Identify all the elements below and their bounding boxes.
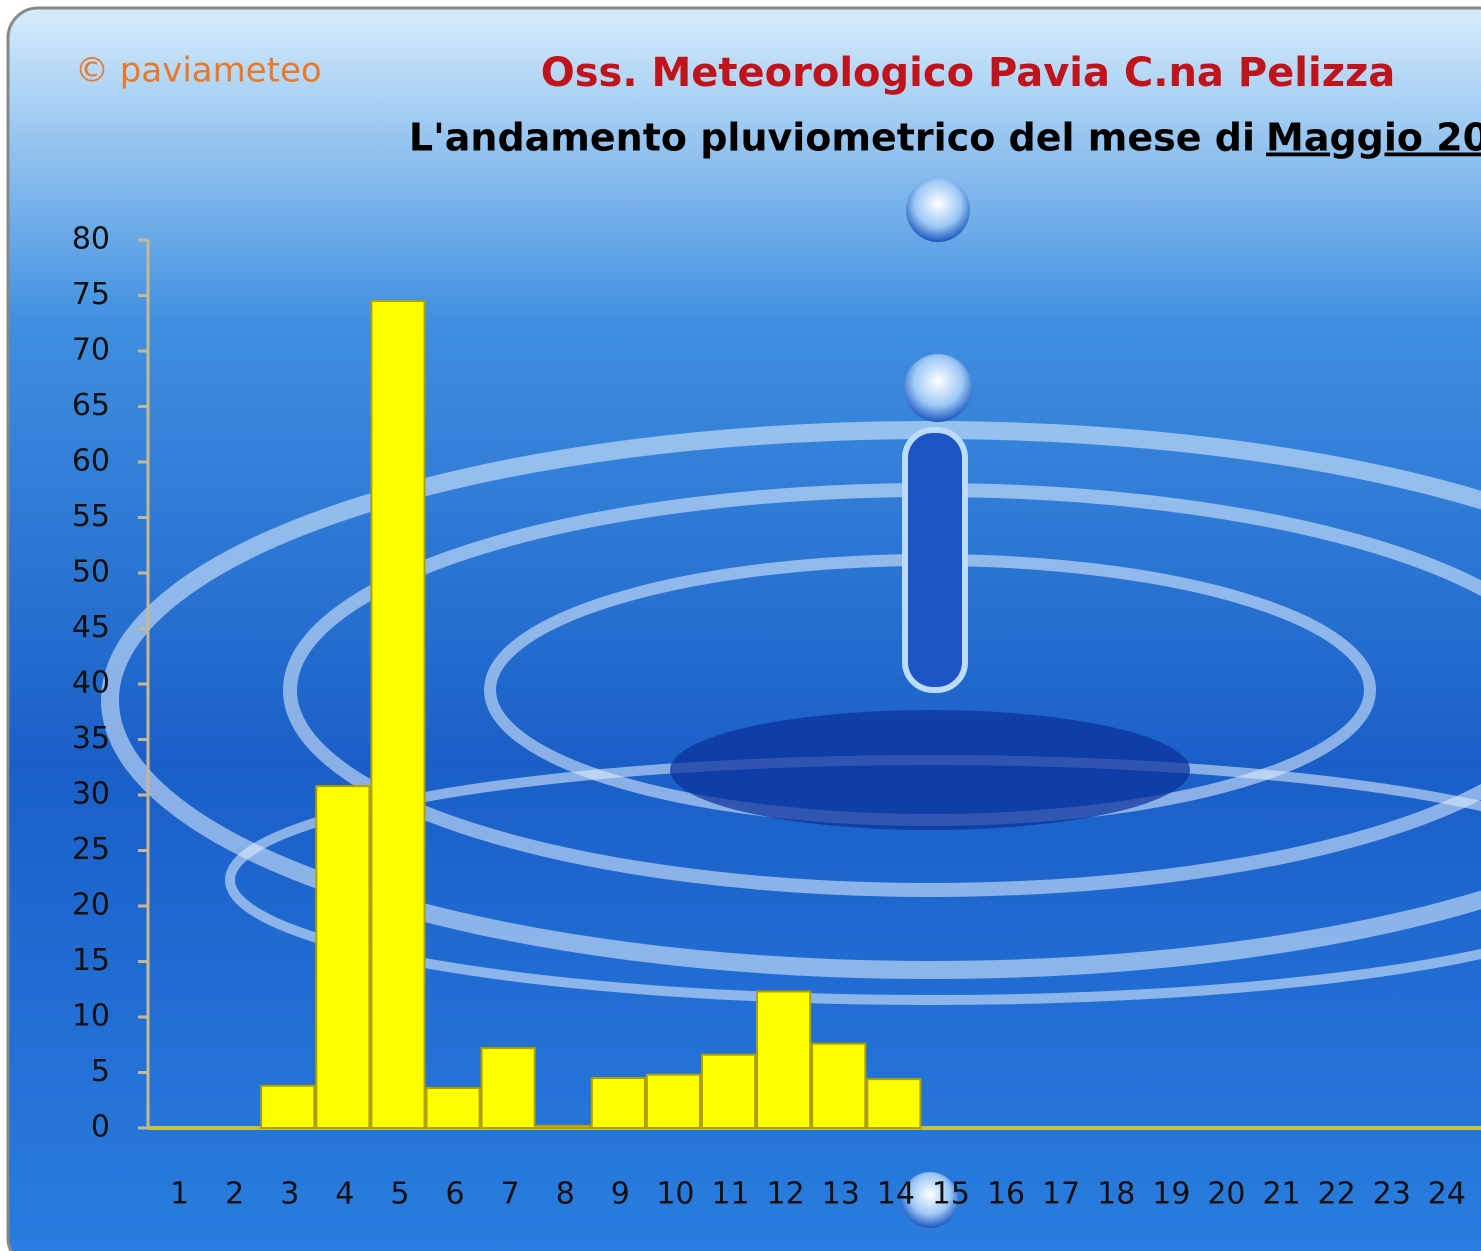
y-tick-label: 30 [72, 777, 110, 812]
x-tick-label: 18 [1097, 1177, 1135, 1212]
x-tick-label: 8 [556, 1177, 575, 1212]
x-tick-label: 16 [987, 1177, 1025, 1212]
watermark: © paviameteo [75, 51, 322, 91]
bar [645, 1073, 702, 1129]
y-tick-label: 50 [72, 555, 110, 590]
x-tick-label: 3 [280, 1177, 299, 1212]
y-tick-label: 15 [72, 943, 110, 978]
y-tick-label: 65 [72, 388, 110, 423]
x-tick-label: 13 [822, 1177, 860, 1212]
bar [866, 1078, 922, 1130]
y-tick-label: 55 [72, 499, 110, 534]
x-tick-label: 10 [656, 1177, 694, 1212]
bar [315, 785, 371, 1129]
x-tick-label: 4 [335, 1177, 354, 1212]
y-tick-label: 20 [72, 888, 110, 923]
x-tick-label: 23 [1373, 1177, 1411, 1212]
y-tick-label: 5 [91, 1054, 110, 1089]
drop [902, 1172, 958, 1228]
bar [701, 1053, 757, 1129]
drop [906, 178, 970, 242]
y-tick-label: 70 [72, 333, 110, 368]
x-tick-label: 5 [390, 1177, 409, 1212]
bar [425, 1087, 481, 1130]
drop [904, 354, 972, 422]
y-tick-label: 35 [72, 721, 110, 756]
bar [811, 1042, 867, 1130]
bar [260, 1084, 316, 1129]
x-tick-label: 1 [170, 1177, 189, 1212]
y-tick-label: 40 [72, 666, 110, 701]
x-tick-label: 17 [1042, 1177, 1080, 1212]
splash-center [670, 710, 1190, 830]
y-tick-label: 60 [72, 444, 110, 479]
x-tick-label: 20 [1207, 1177, 1245, 1212]
bar [370, 300, 426, 1129]
bar [756, 990, 812, 1129]
x-tick-label: 6 [446, 1177, 465, 1212]
x-tick-label: 2 [225, 1177, 244, 1212]
x-tick-label: 12 [767, 1177, 805, 1212]
x-tick-label: 11 [711, 1177, 749, 1212]
bar [535, 1124, 591, 1130]
chart-title: Oss. Meteorologico Pavia C.na Pelizza [541, 50, 1396, 96]
y-tick-label: 25 [72, 832, 110, 867]
y-tick-label: 0 [91, 1110, 110, 1145]
bar [480, 1047, 536, 1129]
y-tick-label: 75 [72, 277, 110, 312]
chart-subtitle-month: Maggio 20 [1266, 116, 1481, 160]
y-tick-label: 45 [72, 610, 110, 645]
splash-column [902, 427, 968, 693]
x-tick-label: 9 [611, 1177, 630, 1212]
x-tick-label: 15 [932, 1177, 970, 1212]
x-tick-label: 24 [1428, 1177, 1466, 1212]
x-tick-label: 19 [1152, 1177, 1190, 1212]
chart-subtitle: L'andamento pluviometrico del mese di [409, 116, 1255, 160]
x-tick-label: 21 [1262, 1177, 1300, 1212]
bar [590, 1077, 646, 1130]
x-tick-label: 7 [501, 1177, 520, 1212]
x-tick-label: 14 [877, 1177, 915, 1212]
y-tick-label: 80 [72, 222, 110, 257]
y-tick-label: 10 [72, 999, 110, 1034]
x-tick-label: 22 [1318, 1177, 1356, 1212]
